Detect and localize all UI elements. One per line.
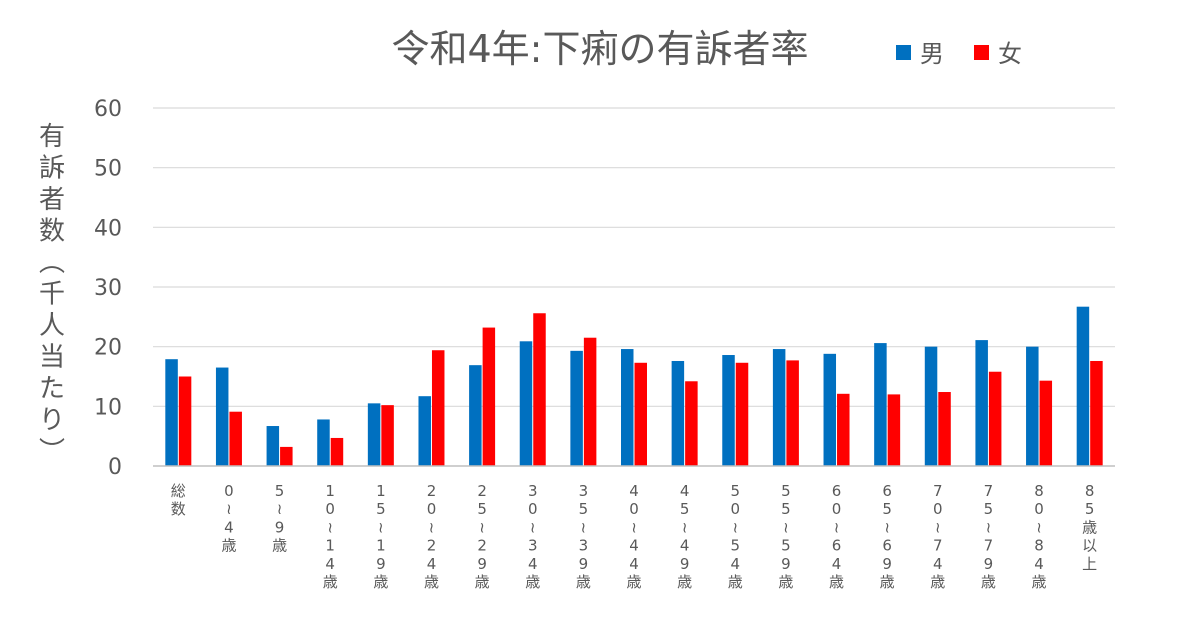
bar-male <box>772 349 786 466</box>
y-tick-label: 40 <box>94 216 122 241</box>
bar-male <box>823 353 837 466</box>
gridlines <box>153 107 1115 407</box>
y-tick-label: 30 <box>94 276 122 301</box>
legend-label: 女 <box>998 40 1022 68</box>
x-tick-label: 6 0 ≀ 6 4 歳 <box>829 482 844 591</box>
bar-male <box>1076 306 1090 466</box>
bar-male <box>570 350 583 466</box>
bar-male <box>671 360 685 466</box>
legend-label: 男 <box>920 40 944 68</box>
bar-female <box>280 446 293 466</box>
y-tick-label: 50 <box>94 157 122 182</box>
x-axis-ticks: 総数 0 ≀ 4 歳 5 ≀ 9 歳 1 0 ≀ 1 4 歳 1 5 ≀ 1 9 歳 2 0 ≀ 2 4 歳 2 5 ≀ 2 9 歳 3 0 ≀ 3 4 歳… <box>171 482 1097 591</box>
bar-female <box>1090 360 1103 466</box>
bar-female <box>229 411 242 466</box>
bars <box>165 306 1103 466</box>
bar-female <box>1039 380 1053 466</box>
bar-male <box>975 340 988 466</box>
legend-swatch-male <box>896 45 911 60</box>
y-tick-label: 60 <box>94 97 122 122</box>
chart-title: 令和4年:下痢の有訴者率 <box>392 27 809 71</box>
bar-female <box>533 313 546 466</box>
x-tick-label: 5 5 ≀ 5 9 歳 <box>778 482 793 591</box>
x-tick-label: 3 0 ≀ 3 4 歳 <box>525 482 540 591</box>
y-tick-label: 0 <box>108 455 122 480</box>
bar-male <box>1026 346 1039 466</box>
bar-male <box>165 359 178 466</box>
x-tick-label: 5 ≀ 9 歳 <box>272 482 287 555</box>
x-tick-label: 4 5 ≀ 4 9 歳 <box>677 482 692 591</box>
x-tick-label: 7 5 ≀ 7 9 歳 <box>981 482 996 591</box>
x-tick-label: 1 0 ≀ 1 4 歳 <box>323 482 338 591</box>
bar-male <box>418 396 431 466</box>
x-tick-label: 2 5 ≀ 2 9 歳 <box>475 482 490 591</box>
x-tick-label: 8 5 歳以上 <box>1082 482 1097 573</box>
bar-male <box>469 365 482 466</box>
legend-swatch-female <box>974 45 989 60</box>
bar-male <box>722 355 735 466</box>
bar-male <box>215 367 229 466</box>
bar-female <box>837 393 850 466</box>
x-tick-label: 3 5 ≀ 3 9 歳 <box>576 482 591 591</box>
legend: 男女 <box>896 40 1022 68</box>
bar-female <box>178 376 192 466</box>
bar-female <box>330 437 344 466</box>
y-axis-ticks: 0 10 20 30 40 50 60 <box>94 97 122 480</box>
bar-female <box>685 381 698 466</box>
bar-female <box>887 394 901 466</box>
bar-male <box>519 341 533 466</box>
bar-male <box>924 346 938 466</box>
bar-female <box>988 371 1002 466</box>
bar-female <box>431 350 445 466</box>
bar-female <box>938 392 951 466</box>
bar-female <box>735 362 749 466</box>
x-tick-label: 総数 <box>171 482 186 518</box>
bar-male <box>874 343 887 466</box>
bar-female <box>786 360 799 466</box>
bar-female <box>381 405 394 466</box>
x-tick-label: 0 ≀ 4 歳 <box>221 482 236 555</box>
x-tick-label: 1 5 ≀ 1 9 歳 <box>373 482 388 591</box>
y-tick-label: 20 <box>94 336 122 361</box>
x-tick-label: 2 0 ≀ 2 4 歳 <box>424 482 439 591</box>
x-tick-label: 7 0 ≀ 7 4 歳 <box>930 482 945 591</box>
bar-female <box>634 362 647 466</box>
x-tick-label: 5 0 ≀ 5 4 歳 <box>728 482 743 591</box>
bar-male <box>317 419 330 466</box>
bar-male <box>266 426 280 466</box>
x-tick-label: 8 0 ≀ 8 4 歳 <box>1032 482 1047 591</box>
bar-female <box>482 327 496 466</box>
y-axis-label: 有訴者数︵千人当たり︶ <box>39 122 65 467</box>
y-tick-label: 10 <box>94 395 122 420</box>
x-tick-label: 6 5 ≀ 6 9 歳 <box>880 482 895 591</box>
bar-male <box>621 349 634 466</box>
y-axis-title: 有訴者数︵千人当たり︶ <box>39 122 65 467</box>
bar-female <box>583 337 597 466</box>
x-tick-label: 4 0 ≀ 4 4 歳 <box>626 482 641 591</box>
bar-male <box>367 403 381 466</box>
